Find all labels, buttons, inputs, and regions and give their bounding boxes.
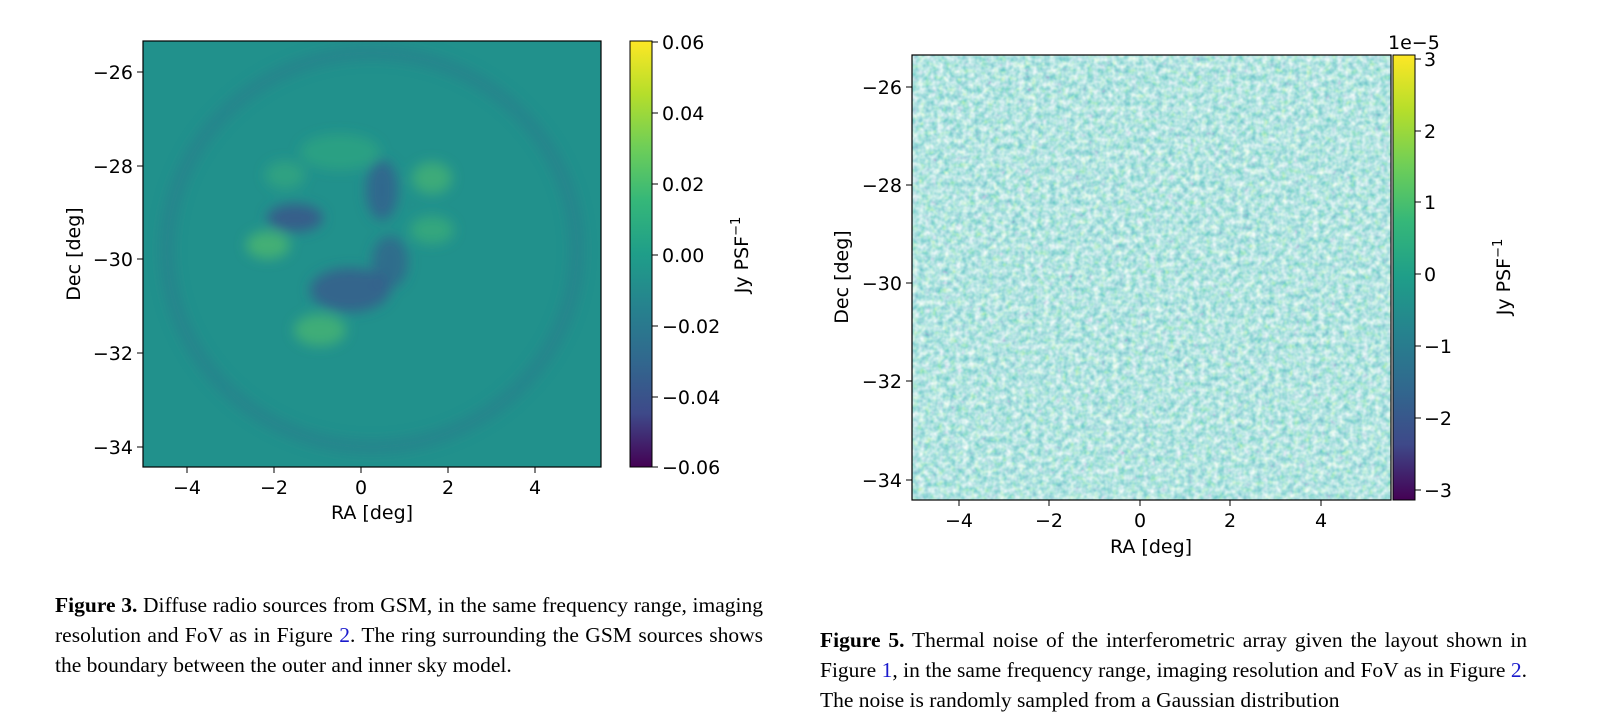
fig5-ytick-label: −28 (862, 175, 902, 197)
figure-3-plot: −4 −2 0 2 4 −26 −28 −30 −32 −34 RA [deg]… (63, 32, 753, 524)
fig3-y-axis-label: Dec [deg] (63, 207, 85, 300)
fig5-cbar-tick: −1 (1424, 336, 1452, 358)
caption-text: . The noise is randomly sampled from a G… (820, 658, 1528, 712)
noise-image (912, 55, 1391, 500)
fig3-ytick-label: −32 (93, 343, 133, 365)
fig5-xtick-label: 0 (1134, 510, 1146, 532)
fig5-xtick-label: −4 (945, 510, 973, 532)
fig3-ytick-label: −30 (93, 249, 133, 271)
fig3-cbar-label: Jy PSF−1 (729, 217, 753, 295)
figure-5-plot: −4 −2 0 2 4 −26 −28 −30 −32 −34 RA [deg]… (831, 32, 1515, 558)
fig3-cbar-tick: 0.04 (662, 103, 704, 125)
figure-reference-link[interactable]: 2 (1510, 658, 1522, 682)
fig5-y-ticks: −26 −28 −30 −32 −34 (862, 77, 912, 492)
fig3-ytick-label: −28 (93, 156, 133, 178)
fig3-xtick-label: 2 (442, 477, 454, 499)
caption-text: , in the same frequency range, imaging r… (892, 658, 1511, 682)
fig5-cbar-tick: 0 (1424, 264, 1436, 286)
fig5-x-axis-label: RA [deg] (1110, 536, 1192, 558)
fig3-xtick-label: 4 (529, 477, 541, 499)
figure-reference-link[interactable]: 1 (881, 658, 893, 682)
fig5-ytick-label: −26 (862, 77, 902, 99)
fig5-ytick-label: −32 (862, 371, 902, 393)
caption-label: Figure 5. (820, 628, 905, 652)
fig3-y-ticks: −26 −28 −30 −32 −34 (93, 62, 143, 459)
fig5-cbar-offset: 1e−5 (1388, 32, 1440, 54)
fig5-xtick-label: 4 (1315, 510, 1327, 532)
fig3-cbar-tick: 0.06 (662, 32, 704, 54)
fig3-ytick-label: −26 (93, 62, 133, 84)
fig5-ytick-label: −30 (862, 273, 902, 295)
fig3-ytick-label: −34 (93, 437, 133, 459)
fig5-colorbar: 1e−5 3 2 1 0 −1 −2 −3 Jy PSF−1 (1388, 32, 1515, 502)
caption-text: . The ring surrounding the GSM sources s… (55, 623, 763, 677)
fig3-cbar-tick: −0.06 (662, 457, 720, 479)
fig5-cbar-label: Jy PSF−1 (1491, 239, 1515, 317)
fig3-cbar-tick: −0.04 (662, 387, 720, 409)
figure-5-caption: Figure 5. Thermal noise of the interfero… (820, 625, 1527, 715)
fig3-cbar-tick: 0.02 (662, 174, 704, 196)
fig3-xtick-label: −2 (260, 477, 288, 499)
caption-text: Diffuse radio sources from GSM, in the s… (55, 593, 764, 647)
figure-3-caption: Figure 3. Diffuse radio sources from GSM… (55, 590, 763, 680)
fig5-cbar-tick: 3 (1424, 49, 1436, 71)
gsm-image (143, 41, 601, 467)
fig5-xtick-label: 2 (1224, 510, 1236, 532)
fig5-ytick-label: −34 (862, 470, 902, 492)
caption-text: Thermal noise of the interferometric arr… (820, 628, 1528, 682)
fig5-y-axis-label: Dec [deg] (831, 230, 853, 323)
fig3-xtick-label: −4 (173, 477, 201, 499)
fig5-cbar-tick: 2 (1424, 121, 1436, 143)
fig3-cbar-tick: −0.02 (662, 316, 720, 338)
caption-label: Figure 3. (55, 593, 138, 617)
fig5-xtick-label: −2 (1035, 510, 1063, 532)
fig3-x-ticks: −4 −2 0 2 4 (173, 467, 541, 499)
fig3-x-axis-label: RA [deg] (331, 502, 413, 524)
fig3-colorbar: 0.06 0.04 0.02 0.00 −0.02 −0.04 −0.06 Jy… (629, 32, 753, 479)
figure-reference-link[interactable]: 2 (339, 623, 350, 647)
fig5-cbar-tick: −2 (1424, 408, 1452, 430)
fig3-xtick-label: 0 (355, 477, 367, 499)
fig3-cbar-tick: 0.00 (662, 245, 704, 267)
fig5-cbar-tick: −3 (1424, 480, 1452, 502)
fig5-cbar-tick: 1 (1424, 192, 1436, 214)
fig5-x-ticks: −4 −2 0 2 4 (945, 500, 1327, 532)
